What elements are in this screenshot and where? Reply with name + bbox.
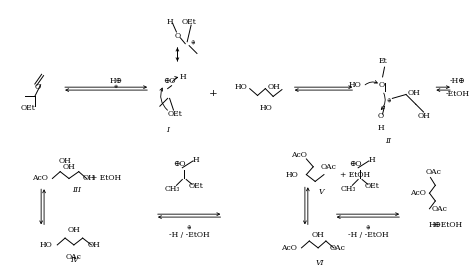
Text: I: I xyxy=(166,126,169,134)
Text: ⊕: ⊕ xyxy=(386,98,391,103)
Text: +: + xyxy=(209,89,218,98)
Text: ⊕: ⊕ xyxy=(187,225,191,230)
Text: OAc: OAc xyxy=(66,253,82,261)
Text: VI: VI xyxy=(316,258,324,266)
Text: AcO: AcO xyxy=(291,151,307,159)
Text: ⊕O: ⊕O xyxy=(173,160,186,168)
Text: -EtOH: -EtOH xyxy=(446,91,470,99)
Text: OEt: OEt xyxy=(365,182,379,190)
Text: OH: OH xyxy=(67,226,80,234)
Text: -H⊕: -H⊕ xyxy=(450,77,465,85)
Text: ⊕O: ⊕O xyxy=(164,77,176,85)
Text: + EtOH: + EtOH xyxy=(340,171,370,179)
Text: ⊕: ⊕ xyxy=(365,225,370,230)
Text: O: O xyxy=(35,83,41,91)
Text: -H / -EtOH: -H / -EtOH xyxy=(347,231,388,239)
Text: V: V xyxy=(318,188,324,196)
Text: OH: OH xyxy=(268,83,281,91)
Text: + EtOH: + EtOH xyxy=(432,221,462,229)
Text: AcO: AcO xyxy=(281,244,297,252)
Text: H: H xyxy=(192,156,199,164)
Text: OH: OH xyxy=(417,112,430,120)
Text: OEt: OEt xyxy=(189,182,203,190)
Text: HO: HO xyxy=(260,104,273,112)
Text: HO: HO xyxy=(235,83,247,91)
Text: Et: Et xyxy=(378,57,387,65)
Text: ⊕: ⊕ xyxy=(114,84,118,89)
Text: OAc: OAc xyxy=(330,244,346,252)
Text: O: O xyxy=(378,112,383,120)
Text: OEt: OEt xyxy=(182,18,197,26)
Text: CH₃: CH₃ xyxy=(165,185,180,193)
Text: OH: OH xyxy=(88,241,101,249)
Text: AcO: AcO xyxy=(410,189,426,197)
Text: O: O xyxy=(379,81,385,89)
Text: OAc: OAc xyxy=(426,168,441,176)
Text: HO: HO xyxy=(285,171,298,179)
Text: + EtOH: + EtOH xyxy=(91,175,121,183)
Text: II: II xyxy=(385,138,392,145)
Text: H⊕: H⊕ xyxy=(109,77,122,85)
Text: H: H xyxy=(166,18,173,26)
Text: HO: HO xyxy=(349,81,362,89)
Text: OEt: OEt xyxy=(20,104,36,112)
Text: OH: OH xyxy=(59,157,72,165)
Text: H: H xyxy=(180,73,187,81)
Text: CH₃: CH₃ xyxy=(341,185,356,193)
Text: ⊕O: ⊕O xyxy=(349,160,362,168)
Text: OH: OH xyxy=(82,175,95,183)
Text: OEt: OEt xyxy=(168,110,183,118)
Text: H: H xyxy=(368,156,375,164)
Text: OAc: OAc xyxy=(321,163,337,171)
Text: -H / -EtOH: -H / -EtOH xyxy=(169,231,210,239)
Text: ⊕: ⊕ xyxy=(191,39,195,44)
Text: OH: OH xyxy=(312,231,325,239)
Text: III: III xyxy=(73,186,82,194)
Text: OAc: OAc xyxy=(431,205,447,213)
Text: O: O xyxy=(174,32,181,40)
Text: H: H xyxy=(377,124,384,132)
Text: H⊕: H⊕ xyxy=(429,221,442,229)
Text: IV: IV xyxy=(71,256,79,264)
Text: OH: OH xyxy=(63,163,75,171)
Text: OH: OH xyxy=(408,89,420,97)
Text: HO: HO xyxy=(39,241,52,249)
Text: AcO: AcO xyxy=(32,175,47,183)
